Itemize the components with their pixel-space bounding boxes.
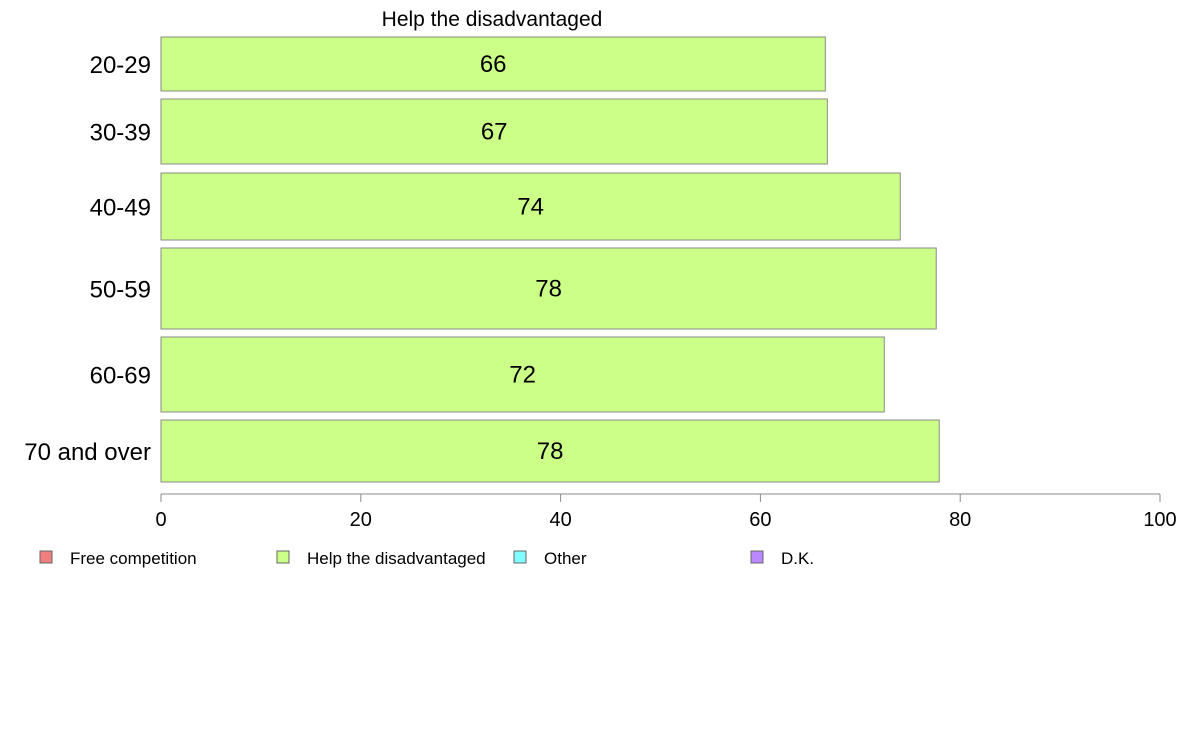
legend-swatch [513,550,527,564]
legend-swatch [39,550,53,564]
x-tick-label: 0 [155,509,166,531]
bar-value-label: 72 [509,362,536,389]
category-label: 60-69 [90,363,151,390]
bar-value-label: 66 [480,51,507,78]
bar-3 [160,247,937,330]
bar-value-label: 67 [481,119,508,146]
bar-group: 66 20-29 67 30-39 74 40-49 78 50-59 72 60-69 78 70 … [24,36,940,483]
legend-swatch [276,550,290,564]
legend-swatch [750,550,764,564]
category-label: 40-49 [90,195,151,222]
bar-value-label: 78 [537,438,564,465]
bar-1 [160,98,828,165]
legend-label: Other [544,549,587,568]
chart-title: Help the disadvantaged [382,8,603,31]
x-axis: 0 20 40 60 80 100 [155,493,1177,531]
bar-5 [160,419,940,483]
bar-2 [160,172,901,241]
category-label: 70 and over [24,439,151,466]
category-label: 50-59 [90,277,151,304]
legend-label: D.K. [781,549,814,568]
legend-label: Help the disadvantaged [307,549,486,568]
category-label: 20-29 [90,52,151,79]
x-tick-label: 60 [749,509,771,531]
bar-4 [160,336,885,413]
legend-label: Free competition [70,549,197,568]
x-tick-label: 100 [1143,509,1176,531]
bar-value-label: 78 [535,276,562,303]
bar-0 [160,36,826,92]
x-tick-label: 40 [549,509,571,531]
x-tick-label: 80 [949,509,971,531]
legend: Free competition Help the disadvantaged Ot… [39,549,814,568]
bar-value-label: 74 [517,194,544,221]
x-tick-label: 20 [350,509,372,531]
category-label: 30-39 [90,120,151,147]
